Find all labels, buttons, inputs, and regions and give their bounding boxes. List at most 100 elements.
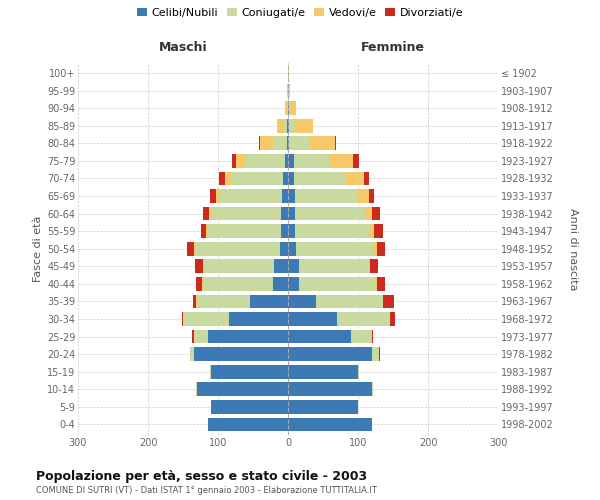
Bar [288,294,316,308]
Bar [259,136,260,150]
Bar [235,154,246,168]
Bar [295,224,368,238]
Bar [364,172,369,185]
Bar [288,119,289,132]
Bar [284,154,288,168]
Bar [377,277,385,290]
Bar [283,189,288,203]
Bar [250,294,288,308]
Bar [200,224,206,238]
Bar [281,207,288,220]
Bar [372,330,373,344]
Bar [368,224,374,238]
Bar [373,242,377,256]
Bar [193,348,288,361]
Bar [182,312,183,326]
Bar [358,189,368,203]
Bar [389,312,395,326]
Bar [383,294,394,308]
Bar [351,330,372,344]
Bar [288,207,295,220]
Bar [193,330,208,344]
Bar [310,136,335,150]
Bar [368,189,374,203]
Bar [193,294,196,308]
Bar [274,260,288,273]
Bar [293,172,346,185]
Bar [288,277,299,290]
Text: COMUNE DI SUTRI (VT) - Dati ISTAT 1° gennaio 2003 - Elaborazione TUTTITALIA.IT: COMUNE DI SUTRI (VT) - Dati ISTAT 1° gen… [36,486,377,495]
Bar [203,260,204,273]
Bar [358,365,359,378]
Bar [288,84,289,98]
Bar [288,102,289,115]
Bar [209,207,211,220]
Bar [229,312,288,326]
Bar [281,224,288,238]
Bar [194,242,196,256]
Bar [230,172,283,185]
Bar [260,136,272,150]
Bar [288,260,299,273]
Bar [204,260,274,273]
Bar [196,294,197,308]
Bar [195,260,203,273]
Bar [329,154,353,168]
Bar [288,66,289,80]
Bar [197,294,250,308]
Bar [288,189,295,203]
Bar [372,207,380,220]
Bar [272,136,287,150]
Bar [288,365,358,378]
Text: Femmine: Femmine [361,40,425,54]
Bar [287,84,288,98]
Bar [211,400,288,413]
Bar [196,242,280,256]
Bar [183,312,229,326]
Bar [284,119,287,132]
Bar [287,102,288,115]
Bar [277,119,284,132]
Bar [232,154,235,168]
Bar [289,119,295,132]
Bar [283,172,288,185]
Bar [365,207,372,220]
Bar [288,418,372,432]
Bar [211,207,281,220]
Bar [203,207,209,220]
Bar [296,242,373,256]
Bar [206,224,208,238]
Bar [287,119,288,132]
Bar [208,418,288,432]
Bar [272,277,288,290]
Bar [353,154,359,168]
Bar [288,242,296,256]
Bar [288,400,358,413]
Bar [295,189,358,203]
Text: Maschi: Maschi [158,40,208,54]
Bar [289,84,290,98]
Bar [202,277,203,290]
Bar [288,224,295,238]
Bar [374,224,383,238]
Bar [280,242,288,256]
Bar [197,382,288,396]
Bar [287,136,288,150]
Bar [289,102,290,115]
Bar [293,154,329,168]
Bar [220,172,225,185]
Bar [372,382,373,396]
Bar [190,348,193,361]
Bar [299,260,368,273]
Bar [288,172,293,185]
Bar [187,242,194,256]
Bar [290,102,296,115]
Bar [316,294,383,308]
Bar [376,277,377,290]
Bar [295,119,313,132]
Bar [379,348,380,361]
Bar [346,172,364,185]
Y-axis label: Anni di nascita: Anni di nascita [568,208,578,290]
Bar [368,260,370,273]
Bar [216,189,220,203]
